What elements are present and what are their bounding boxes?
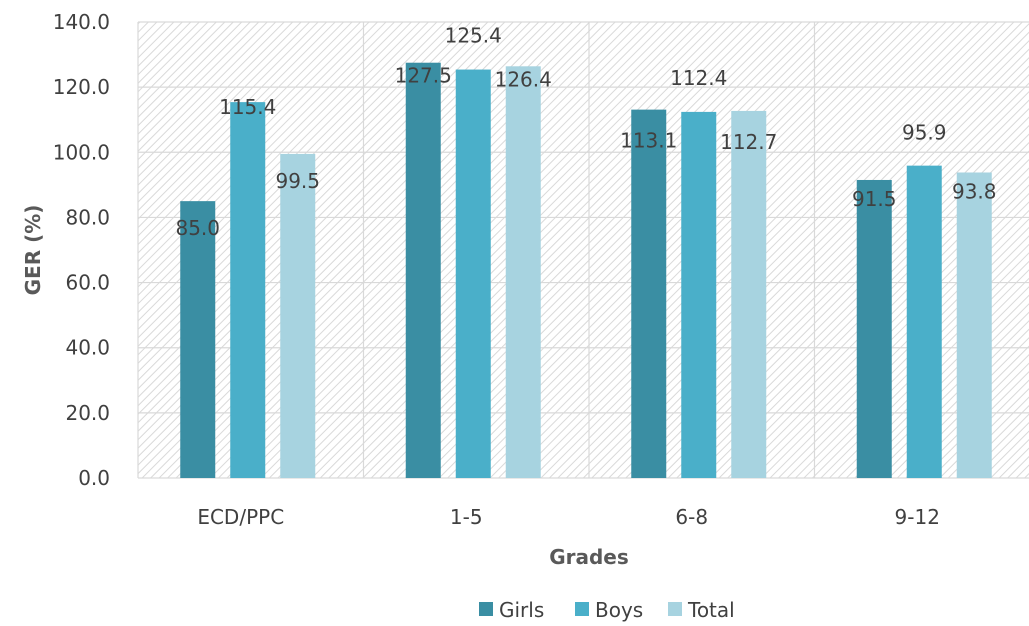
bar-total	[956, 172, 992, 479]
x-tick-label: 9-12	[895, 505, 940, 529]
legend-label-boys: Boys	[595, 598, 643, 622]
y-tick-label: 40.0	[65, 336, 110, 360]
y-tick-label: 60.0	[65, 271, 110, 295]
legend-swatch-boys	[575, 602, 589, 616]
legend-label-girls: Girls	[499, 598, 544, 622]
x-tick-label: ECD/PPC	[197, 505, 284, 529]
data-label: 91.5	[852, 187, 897, 211]
data-label: 127.5	[395, 64, 452, 88]
x-tick-label: 1-5	[450, 505, 483, 529]
plot-area	[138, 22, 1029, 478]
bar-girls	[180, 201, 216, 478]
bars	[180, 62, 992, 479]
legend-label-total: Total	[687, 598, 735, 622]
y-tick-label: 140.0	[53, 10, 110, 34]
bar-girls	[856, 179, 892, 478]
data-label: 85.0	[175, 216, 220, 240]
bar-total	[280, 153, 316, 478]
data-labels: 85.0 115.4 99.5 127.5 125.4 126.4 113.1 112.4 11…	[175, 24, 996, 241]
bar-girls	[405, 62, 441, 478]
data-label: 126.4	[495, 67, 552, 91]
data-label: 93.8	[952, 179, 997, 203]
data-label: 99.5	[275, 169, 320, 193]
data-label: 125.4	[445, 24, 502, 48]
data-label: 112.4	[670, 66, 727, 90]
legend-swatch-total	[668, 602, 682, 616]
bar-boys	[681, 111, 717, 478]
bar-girls	[631, 109, 667, 479]
y-tick-label: 120.0	[53, 75, 110, 99]
data-label: 95.9	[902, 121, 947, 145]
y-tick-label: 80.0	[65, 205, 110, 229]
x-axis-ticks: ECD/PPC 1-5 6-8 9-12	[197, 505, 940, 529]
bar-boys	[455, 69, 491, 478]
y-tick-label: 100.0	[53, 140, 110, 164]
y-axis-ticks: 0.0 20.0 40.0 60.0 80.0 100.0 120.0 140.0	[53, 10, 110, 490]
data-label: 113.1	[620, 129, 677, 153]
y-axis-title: GER (%)	[21, 205, 45, 296]
bar-boys	[906, 165, 942, 478]
legend: Girls Boys Total	[479, 598, 735, 622]
bar-total	[505, 66, 541, 478]
bar-total	[731, 110, 767, 479]
data-label: 112.7	[720, 130, 777, 154]
y-tick-label: 20.0	[65, 401, 110, 425]
x-tick-label: 6-8	[675, 505, 708, 529]
x-axis-title: Grades	[549, 545, 629, 569]
bar-boys	[230, 102, 266, 478]
data-label: 115.4	[219, 95, 276, 119]
y-tick-label: 0.0	[78, 466, 110, 490]
legend-swatch-girls	[479, 602, 493, 616]
